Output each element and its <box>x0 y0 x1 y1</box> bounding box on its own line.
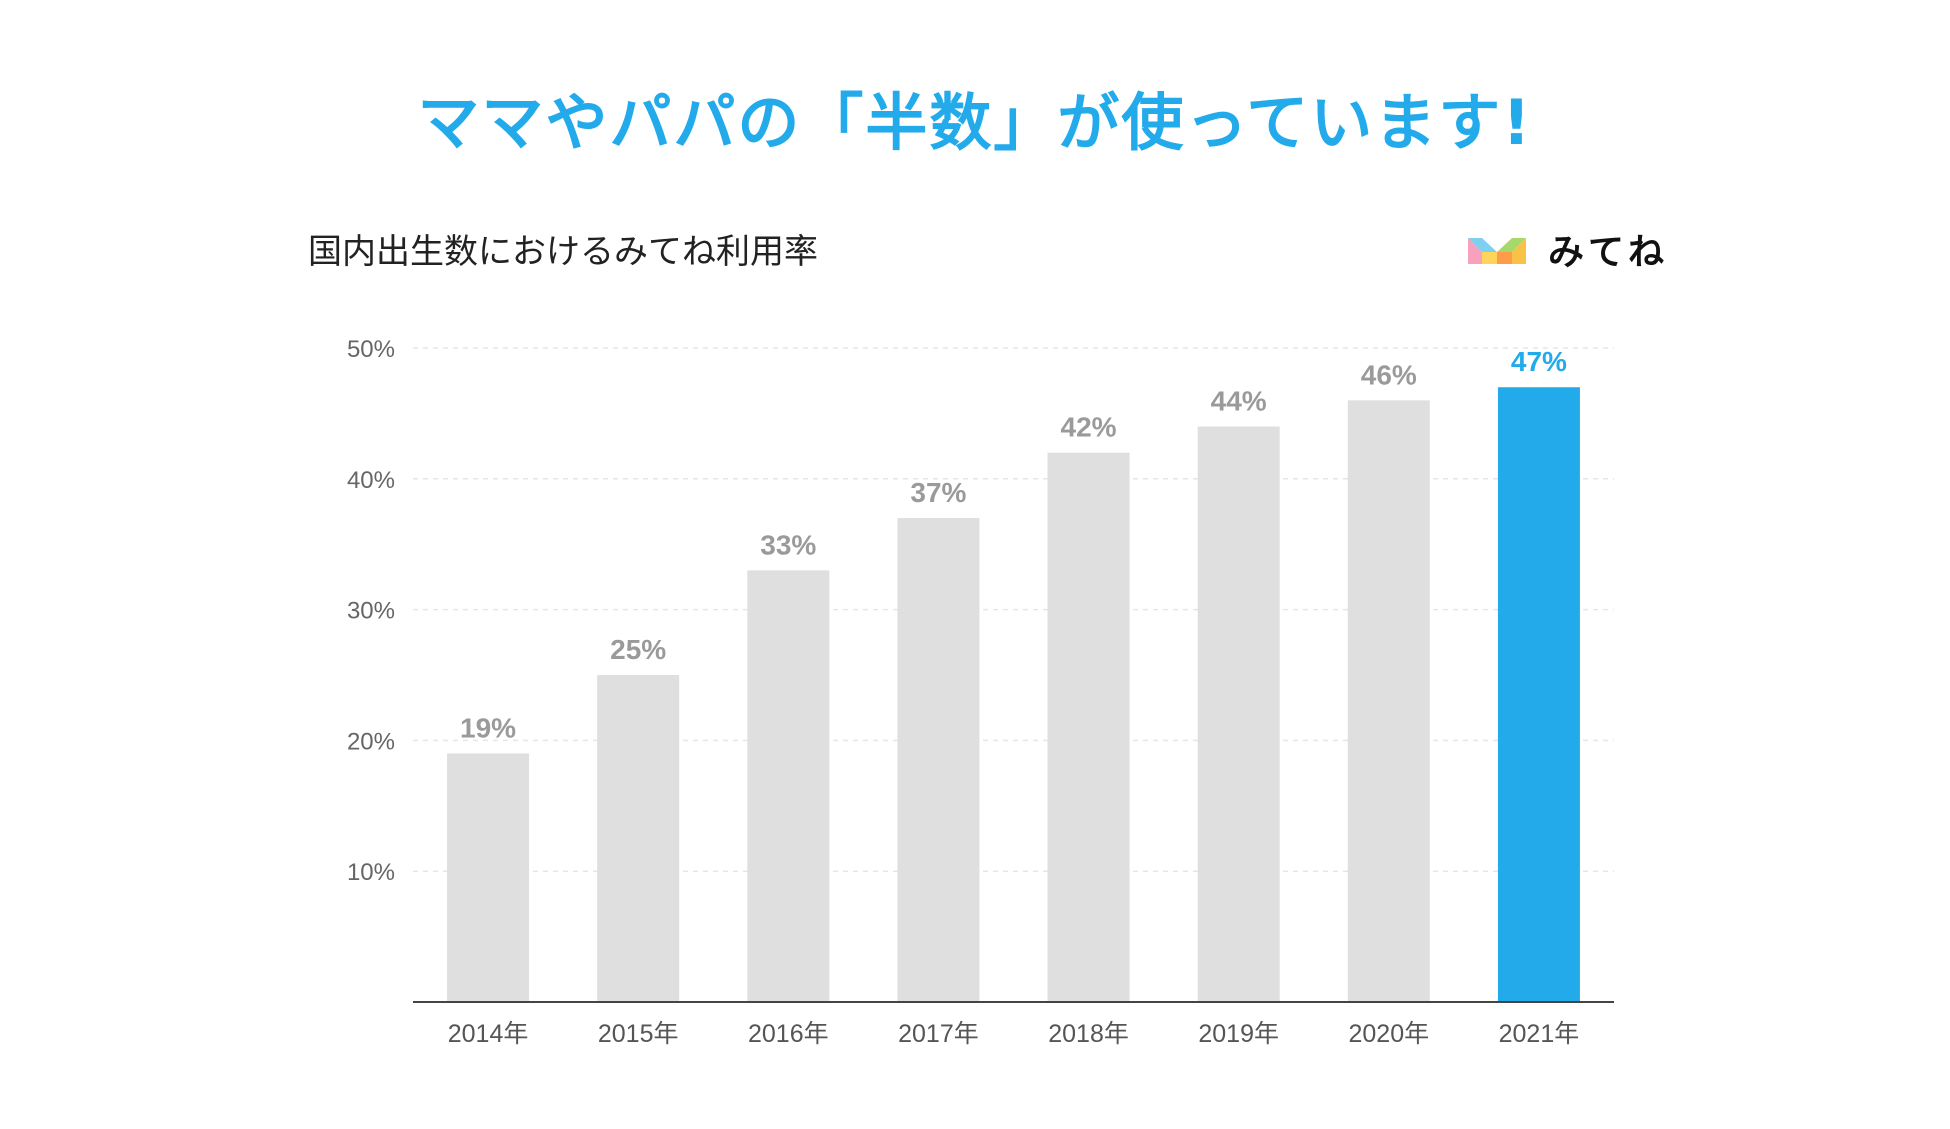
value-label: 37% <box>910 477 966 508</box>
x-category-label: 2020年 <box>1349 1020 1430 1048</box>
x-category-label: 2016年 <box>748 1020 829 1048</box>
value-label: 42% <box>1061 412 1117 443</box>
bar <box>897 518 980 1002</box>
mitene-logo-icon <box>1468 238 1526 264</box>
value-label: 33% <box>760 529 816 560</box>
x-category-label: 2015年 <box>598 1020 679 1048</box>
x-category-label: 2018年 <box>1048 1020 1129 1048</box>
brand-name: みてね <box>1548 232 1669 273</box>
bar <box>1497 387 1580 1002</box>
bar <box>447 753 530 1002</box>
y-tick-label: 50% <box>347 336 395 363</box>
chart-subtitle: 国内出生数におけるみてね利用率 <box>308 232 818 272</box>
x-category-label: 2017年 <box>898 1020 979 1048</box>
value-label: 46% <box>1361 359 1417 390</box>
bar <box>1197 426 1280 1003</box>
value-label: 47% <box>1511 346 1567 377</box>
headline: ママやパパの「半数」が使っています! <box>417 86 1533 159</box>
value-label: 25% <box>610 634 666 665</box>
bar <box>747 570 830 1002</box>
bar <box>1047 452 1130 1002</box>
bar <box>1347 400 1430 1002</box>
x-category-label: 2019年 <box>1198 1020 1279 1048</box>
y-tick-label: 40% <box>347 467 395 494</box>
brand: みてね <box>1468 224 1668 274</box>
value-label: 19% <box>460 712 516 743</box>
y-tick-label: 20% <box>347 728 395 755</box>
x-category-label: 2021年 <box>1499 1020 1580 1048</box>
y-tick-label: 10% <box>347 859 395 886</box>
bar <box>597 675 680 1002</box>
value-label: 44% <box>1211 385 1267 416</box>
y-tick-label: 30% <box>347 598 395 625</box>
x-category-label: 2014年 <box>448 1020 529 1048</box>
